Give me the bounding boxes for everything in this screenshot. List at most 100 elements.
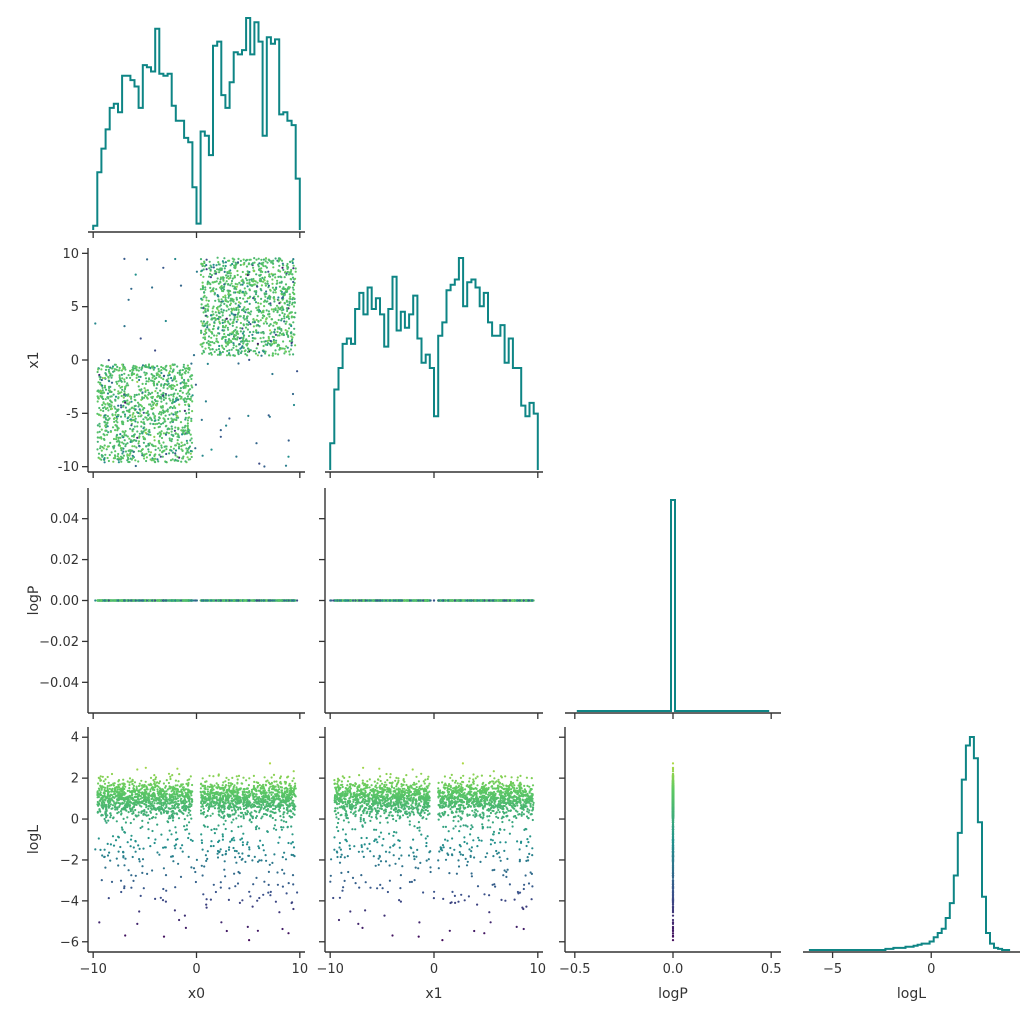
scatter-point: [277, 307, 279, 309]
scatter-point: [222, 290, 224, 292]
scatter-point: [291, 315, 293, 317]
scatter-point: [248, 599, 250, 601]
scatter-point: [214, 351, 216, 353]
scatter-point: [100, 438, 102, 440]
scatter-point: [100, 459, 102, 461]
scatter-point: [288, 286, 290, 288]
scatter-point: [251, 334, 253, 336]
scatter-point: [156, 423, 158, 425]
scatter-point: [217, 295, 219, 297]
scatter-point: [145, 428, 147, 430]
scatter-point: [122, 430, 124, 432]
scatter-point: [107, 365, 109, 367]
scatter-point: [157, 392, 159, 394]
scatter-point: [233, 308, 235, 310]
scatter-point: [172, 384, 174, 386]
scatter-point: [234, 267, 236, 269]
scatter-point: [252, 331, 254, 333]
scatter-point: [150, 405, 152, 407]
scatter-point: [131, 429, 133, 431]
scatter-point: [148, 430, 150, 432]
scatter-point: [289, 296, 291, 298]
scatter-point: [234, 329, 236, 331]
scatter-point: [116, 434, 118, 436]
scatter-point: [282, 264, 284, 266]
scatter-point: [273, 310, 275, 312]
scatter-point: [240, 341, 242, 343]
scatter-point: [110, 404, 112, 406]
scatter-point: [207, 363, 209, 365]
scatter-point: [217, 599, 219, 601]
scatter-point: [287, 266, 289, 268]
scatter-point: [219, 269, 221, 271]
scatter-point: [190, 450, 192, 452]
scatter-point: [123, 390, 125, 392]
scatter-point: [105, 398, 107, 400]
scatter-point: [265, 260, 267, 262]
scatter-point: [291, 336, 293, 338]
scatter-point: [238, 353, 240, 355]
scatter-point: [259, 280, 261, 282]
scatter-point: [190, 418, 192, 420]
scatter-point: [207, 599, 209, 601]
scatter-point: [117, 396, 119, 398]
scatter-point: [233, 264, 235, 266]
scatter-point: [228, 291, 230, 293]
scatter-point: [116, 458, 118, 460]
scatter-point: [242, 280, 244, 282]
scatter-point: [160, 377, 162, 379]
scatter-point: [108, 445, 110, 447]
scatter-point: [247, 324, 249, 326]
scatter-point: [293, 404, 295, 406]
scatter-point: [127, 384, 129, 386]
scatter-point: [170, 450, 172, 452]
scatter-point: [269, 416, 271, 418]
scatter-point: [167, 374, 169, 376]
scatter-point: [201, 263, 203, 265]
scatter-point: [153, 381, 155, 383]
scatter-point: [267, 271, 269, 273]
scatter-point: [100, 409, 102, 411]
scatter-point: [124, 381, 126, 383]
scatter-point: [150, 451, 152, 453]
scatter-point: [104, 454, 106, 456]
scatter-point: [260, 259, 262, 261]
scatter-point: [272, 336, 274, 338]
scatter-point: [115, 438, 117, 440]
scatter-point: [159, 434, 161, 436]
scatter-point: [218, 321, 220, 323]
scatter-point: [144, 438, 146, 440]
scatter-point: [265, 271, 267, 273]
scatter-point: [124, 413, 126, 415]
scatter-point: [179, 372, 181, 374]
scatter-point: [279, 282, 281, 284]
scatter-point: [137, 412, 139, 414]
scatter-point: [234, 355, 236, 357]
scatter-point: [175, 389, 177, 391]
scatter-point: [159, 374, 161, 376]
scatter-point: [167, 380, 169, 382]
scatter-point: [146, 380, 148, 382]
scatter-point: [288, 327, 290, 329]
scatter-point: [124, 386, 126, 388]
scatter-point: [162, 406, 164, 408]
scatter-point: [293, 265, 295, 267]
scatter-point: [110, 431, 112, 433]
scatter-point: [228, 342, 230, 344]
scatter-point: [154, 419, 156, 421]
scatter-point: [216, 338, 218, 340]
scatter-point: [231, 280, 233, 282]
scatter-point: [151, 373, 153, 375]
scatter-point: [146, 599, 148, 601]
scatter-point: [171, 438, 173, 440]
scatter-point: [180, 285, 182, 287]
scatter-point: [288, 312, 290, 314]
scatter-point: [264, 282, 266, 284]
scatter-point: [136, 430, 138, 432]
scatter-point: [129, 395, 131, 397]
scatter-point: [148, 403, 150, 405]
scatter-point: [231, 282, 233, 284]
scatter-point: [206, 316, 208, 318]
scatter-point: [221, 345, 223, 347]
scatter-point: [276, 311, 278, 313]
